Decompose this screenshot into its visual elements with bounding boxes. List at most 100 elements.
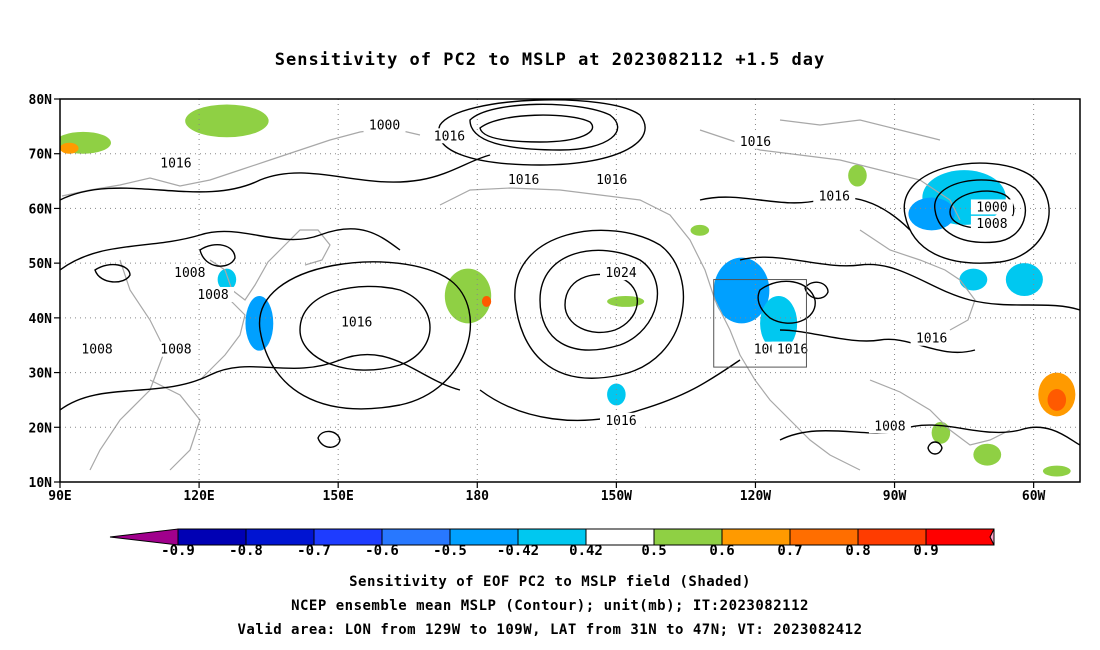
isobar-15 bbox=[739, 256, 1080, 311]
isobar-10 bbox=[903, 162, 1050, 264]
isobar-14 bbox=[479, 359, 741, 422]
shaded-region-15 bbox=[848, 164, 867, 187]
isobar-7 bbox=[259, 261, 472, 410]
lon-axis: 90E 120E 150E 180 150W 120W 90W 60W bbox=[48, 482, 1046, 504]
valid-area-box bbox=[713, 279, 807, 368]
contour-label-4: 1016 bbox=[596, 173, 627, 188]
shaded-region-11 bbox=[185, 104, 269, 138]
shaded-region-20 bbox=[60, 142, 79, 154]
caption-line-3: Valid area: LON from 129W to 109W, LAT f… bbox=[237, 622, 863, 638]
isobar-17 bbox=[779, 424, 1080, 446]
contour-label-bg bbox=[600, 412, 642, 428]
isobar-4 bbox=[564, 273, 638, 334]
contour-label-5: 1016 bbox=[740, 135, 771, 150]
contour-label-10: 1008 bbox=[197, 288, 228, 303]
shaded-region-13 bbox=[444, 268, 492, 324]
lat-tick-label-6: 20N bbox=[29, 421, 53, 436]
isobar-5 bbox=[514, 229, 685, 379]
isobar-8 bbox=[949, 190, 1015, 230]
shaded-region-14 bbox=[690, 224, 710, 236]
colorbar-label-4: -0.5 bbox=[433, 543, 467, 559]
shaded-region-5 bbox=[1005, 263, 1043, 296]
contour-label-bg bbox=[76, 341, 119, 357]
lon-tick-label-0: 90E bbox=[48, 489, 71, 504]
coastline-8 bbox=[779, 119, 941, 141]
coastline-2 bbox=[199, 299, 246, 381]
contour-label-bg bbox=[771, 341, 814, 357]
isobar-1 bbox=[479, 114, 594, 143]
colorbar-label-0: -0.9 bbox=[161, 543, 195, 559]
contour-label-13: 1008 bbox=[81, 343, 112, 358]
coastline-7 bbox=[869, 379, 1011, 446]
lon-tick-label-1: 120E bbox=[183, 489, 214, 504]
lon-tick-label-7: 60W bbox=[1022, 489, 1046, 504]
colorbar-label-11: 0.9 bbox=[913, 543, 939, 559]
coastline-3 bbox=[89, 259, 166, 471]
isobar-0 bbox=[469, 103, 619, 151]
contour-label-1: 1016 bbox=[434, 129, 465, 144]
lat-tick-label-5: 30N bbox=[29, 367, 53, 382]
contour-label-11: 1024 bbox=[605, 266, 636, 281]
contour-label-6: 1016 bbox=[819, 189, 850, 204]
isobar-6 bbox=[299, 285, 431, 371]
gridlines bbox=[60, 99, 1080, 482]
contour-label-19: 1008 bbox=[874, 419, 905, 434]
isobar-19 bbox=[199, 244, 236, 267]
isobar-13 bbox=[60, 353, 461, 411]
isobar-16 bbox=[699, 196, 911, 231]
contour-label-bg bbox=[910, 330, 953, 346]
isobar-23 bbox=[927, 441, 943, 455]
coastline-6 bbox=[859, 229, 976, 331]
lon-tick-label-6: 90W bbox=[883, 489, 907, 504]
isobar-24 bbox=[779, 329, 976, 354]
caption-line-1: Sensitivity of EOF PC2 to MSLP field (Sh… bbox=[349, 574, 751, 590]
colorbar-label-5: -0.42 bbox=[496, 543, 540, 559]
shaded-region-16 bbox=[973, 443, 1002, 466]
contour-label-bg bbox=[734, 133, 777, 149]
isobar-21 bbox=[757, 280, 816, 324]
shaded-region-8 bbox=[217, 268, 237, 291]
contour-label-14: 1008 bbox=[160, 343, 191, 358]
lat-axis: 80N 70N 60N 50N 40N 30N 20N 10N bbox=[29, 93, 60, 491]
map-frame bbox=[59, 98, 1081, 483]
colorbar-label-9: 0.7 bbox=[777, 543, 803, 559]
lon-tick-label-2: 150E bbox=[323, 489, 354, 504]
contour-label-bg bbox=[363, 117, 406, 133]
shaded-region-18 bbox=[1042, 465, 1071, 477]
isobar-22 bbox=[317, 430, 341, 448]
lat-tick-label-0: 80N bbox=[29, 93, 53, 108]
lat-tick-label-3: 50N bbox=[29, 257, 53, 272]
contour-label-3: 1016 bbox=[508, 173, 539, 188]
contour-label-2: 1016 bbox=[160, 157, 191, 172]
contour-label-bg bbox=[590, 172, 633, 188]
contour-label-bg bbox=[428, 128, 471, 144]
shaded-region-6 bbox=[959, 268, 988, 291]
contour-label-bg bbox=[813, 188, 856, 204]
colorbar-label-8: 0.6 bbox=[709, 543, 735, 559]
mslp-contours bbox=[60, 99, 1080, 455]
contour-label-bg bbox=[970, 199, 1013, 215]
contour-label-bg bbox=[502, 172, 545, 188]
colorbar-label-3: -0.6 bbox=[365, 543, 399, 559]
lon-tick-label-4: 150W bbox=[601, 489, 632, 504]
isobar-3 bbox=[539, 249, 659, 351]
lat-tick-label-1: 70N bbox=[29, 148, 53, 163]
contour-label-bg bbox=[970, 215, 1013, 231]
contour-label-8: 1008 bbox=[976, 217, 1007, 232]
colorbar-label-2: -0.7 bbox=[297, 543, 331, 559]
isobar-20 bbox=[804, 281, 829, 299]
isobar-18 bbox=[94, 263, 131, 283]
lat-tick-label-4: 40N bbox=[29, 312, 53, 327]
isobar-9 bbox=[934, 179, 1026, 244]
contour-labels: 1000 1016 1016 1016 1016 1016 1016 1000 1008 1008… bbox=[76, 117, 1013, 434]
isobar-11 bbox=[60, 154, 491, 201]
coastline-1 bbox=[209, 229, 331, 301]
contour-label-9: 1008 bbox=[174, 266, 205, 281]
contour-label-bg bbox=[168, 265, 211, 281]
contour-label-bg bbox=[154, 341, 197, 357]
shaded-region-2 bbox=[760, 295, 798, 351]
lon-tick-label-5: 120W bbox=[740, 489, 771, 504]
shaded-region-21 bbox=[1047, 388, 1067, 411]
contour-label-17: 1016 bbox=[777, 343, 808, 358]
